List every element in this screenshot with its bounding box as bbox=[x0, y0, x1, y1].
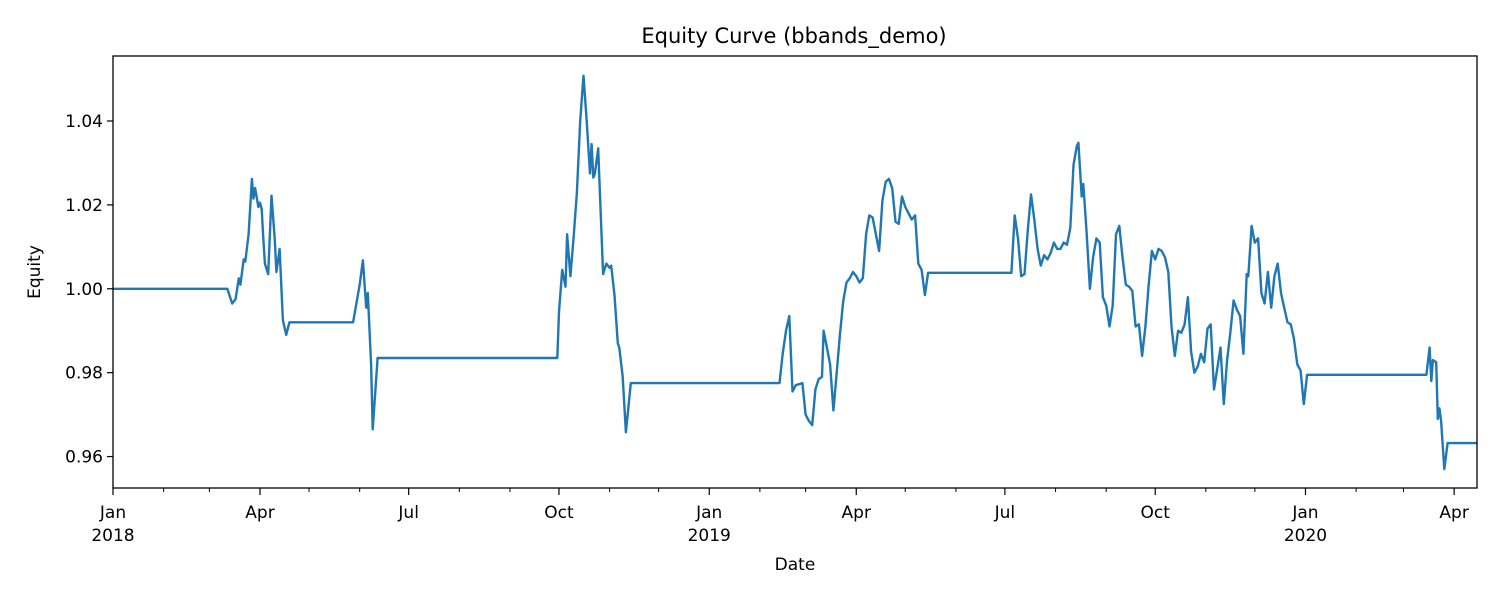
equity-line bbox=[113, 74, 1477, 471]
y-tick-label: 1.04 bbox=[65, 112, 103, 132]
y-axis-title: Equity bbox=[25, 245, 45, 299]
y-axis: 0.96 0.98 1.00 1.02 1.04 bbox=[65, 112, 113, 468]
x-axis: Jan 2018 Apr Jul Oct Jan 2019 Apr Jul Oct Jan 2020 A… bbox=[91, 488, 1469, 546]
x-tick-label: Apr bbox=[1439, 503, 1468, 523]
x-tick-label: Jul bbox=[397, 503, 419, 523]
y-tick-label: 0.96 bbox=[65, 448, 103, 468]
x-tick-year-label: 2019 bbox=[688, 526, 731, 546]
x-tick-year-label: 2020 bbox=[1284, 526, 1327, 546]
plot-frame bbox=[112, 55, 1478, 489]
plot-marks bbox=[113, 74, 1477, 471]
y-tick-label: 0.98 bbox=[65, 364, 103, 384]
y-tick-label: 1.00 bbox=[65, 280, 103, 300]
y-tick-label: 1.02 bbox=[65, 196, 103, 216]
chart-title: Equity Curve (bbands_demo) bbox=[641, 24, 946, 49]
x-tick-label: Oct bbox=[1140, 503, 1170, 523]
x-tick-label: Jan bbox=[99, 503, 126, 523]
x-tick-label: Jan bbox=[695, 503, 722, 523]
x-tick-label: Jan bbox=[1291, 503, 1318, 523]
x-tick-year-label: 2018 bbox=[91, 526, 134, 546]
x-tick-label: Apr bbox=[245, 503, 274, 523]
x-tick-label: Apr bbox=[842, 503, 871, 523]
x-axis-title: Date bbox=[775, 555, 816, 575]
x-tick-label: Oct bbox=[544, 503, 574, 523]
x-tick-label: Jul bbox=[994, 503, 1016, 523]
